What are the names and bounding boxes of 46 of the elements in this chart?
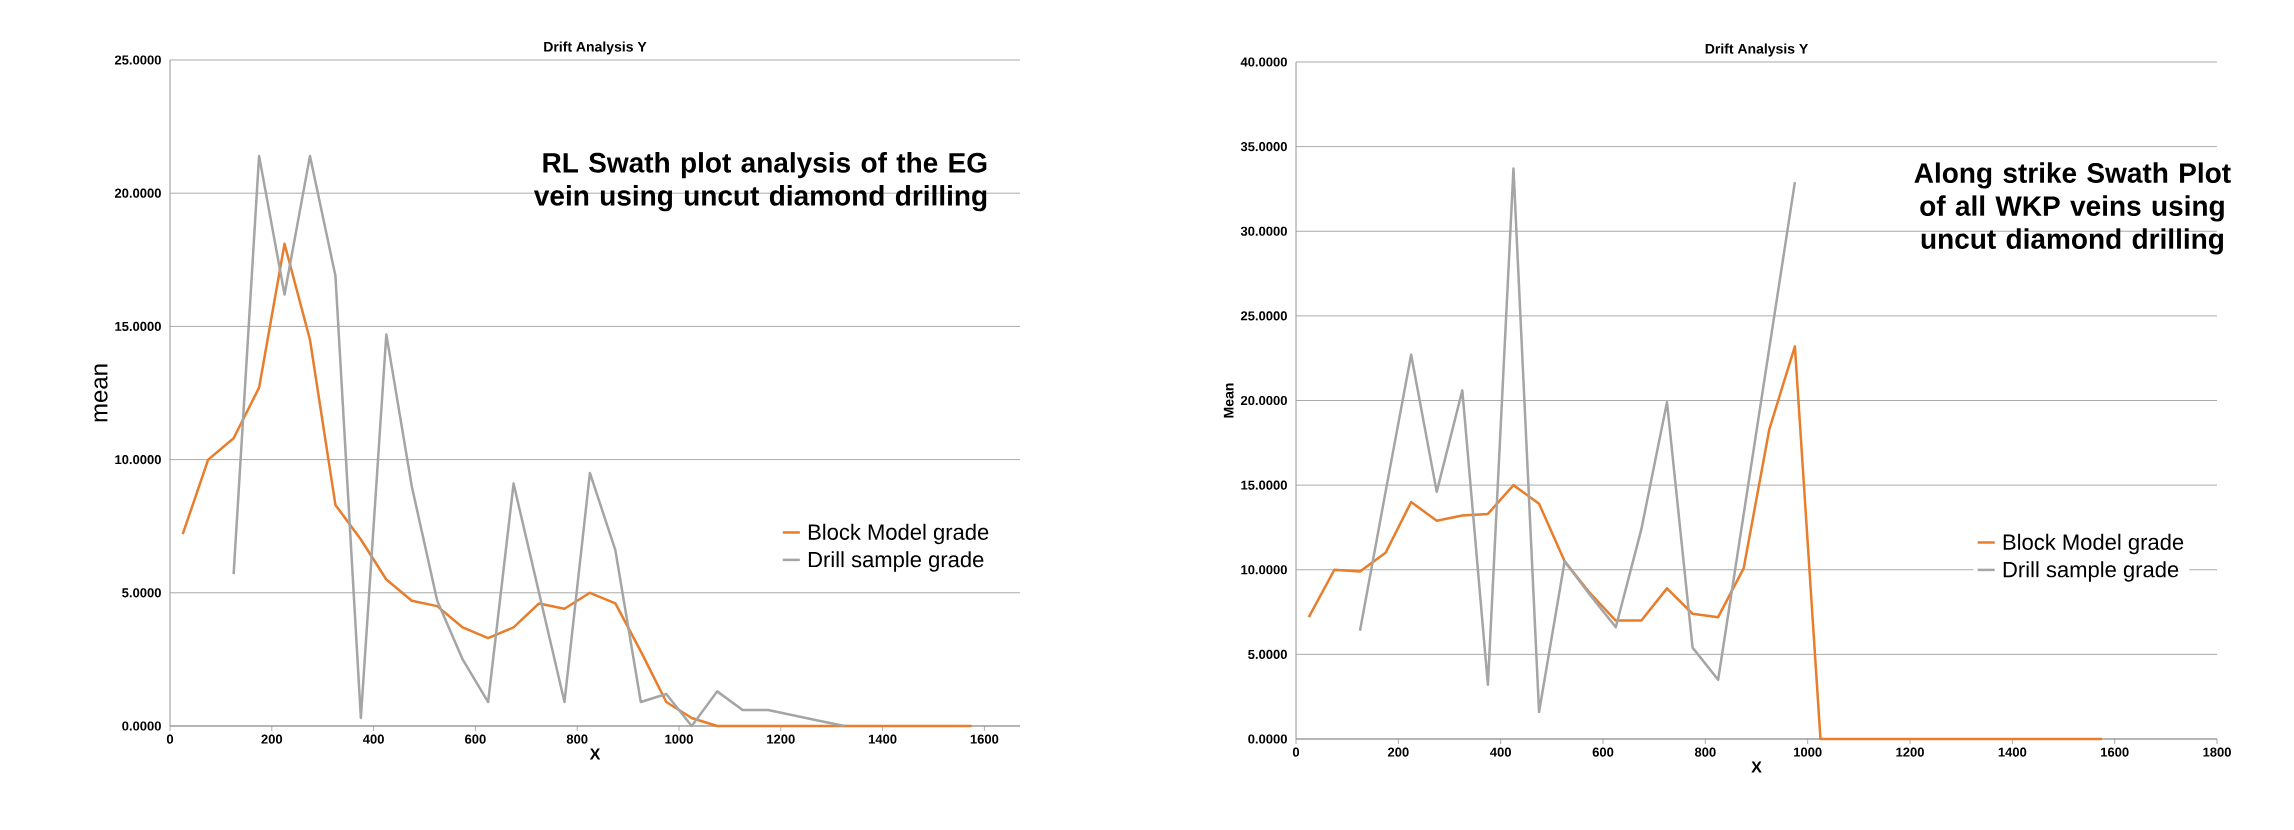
x-tick-label: 200 [261, 734, 283, 744]
annotation: RL Swath plot analysis of the EG vein using uncut diamond drilling [533, 152, 987, 212]
x-tick-label: 600 [465, 734, 486, 744]
y-tick-label: 10.0000 [115, 454, 161, 465]
y-tick-label: 5.0000 [1248, 649, 1287, 659]
y-tick-label: 25.0000 [114, 55, 161, 65]
x-axis-title: X [1751, 761, 1762, 773]
x-tick-label: 800 [1694, 747, 1716, 757]
legend-label: Drill sample grade [808, 551, 984, 572]
annotation: Along strike Swath Plot of all WKP veins using uncut diamond drilling [1914, 162, 2231, 255]
legend-label: Drill sample grade [2003, 561, 2179, 582]
y-tick-label: 35.0000 [1240, 142, 1287, 152]
x-tick-label: 800 [566, 734, 588, 744]
x-tick-label: 400 [1490, 747, 1511, 757]
y-tick-label: 15.0000 [1241, 480, 1287, 490]
x-axis-title: X [589, 748, 601, 760]
x-tick-label: 1000 [1794, 747, 1822, 757]
y-axis-title: mean [94, 364, 108, 422]
x-tick-label: 1800 [2203, 747, 2231, 757]
x-tick-label: 0 [166, 734, 174, 744]
y-tick-label: 0.0000 [1248, 734, 1287, 744]
y-axis-title: Mean [1223, 383, 1234, 418]
x-tick-label: 1400 [1998, 747, 2027, 757]
x-tick-label: 1000 [665, 734, 693, 744]
chart-title: Drift Analysis Y [544, 41, 647, 55]
chart-title: Drift Analysis Y [1705, 43, 1809, 57]
x-tick-label: 400 [362, 734, 384, 744]
x-tick-label: 600 [1592, 747, 1614, 757]
y-tick-label: 0.0000 [122, 721, 161, 731]
x-tick-label: 1600 [2101, 747, 2129, 757]
legend-label: Block Model grade [808, 523, 989, 545]
y-tick-label: 30.0000 [1240, 226, 1287, 236]
y-tick-label: 20.0000 [114, 188, 161, 198]
x-tick-label: 200 [1387, 747, 1409, 757]
y-tick-label: 40.0000 [1240, 57, 1287, 67]
y-tick-label: 15.0000 [115, 321, 161, 331]
x-tick-label: 1200 [1896, 747, 1924, 757]
legend-label: Block Model grade [2003, 533, 2184, 555]
x-tick-label: 1400 [868, 734, 897, 744]
y-tick-label: 20.0000 [1240, 395, 1287, 406]
y-tick-label: 10.0000 [1241, 565, 1287, 575]
y-tick-label: 5.0000 [122, 588, 161, 598]
x-tick-label: 0 [1292, 747, 1300, 757]
x-tick-label: 1200 [767, 734, 795, 744]
x-tick-label: 1600 [970, 734, 999, 744]
y-tick-label: 25.0000 [1240, 311, 1287, 321]
